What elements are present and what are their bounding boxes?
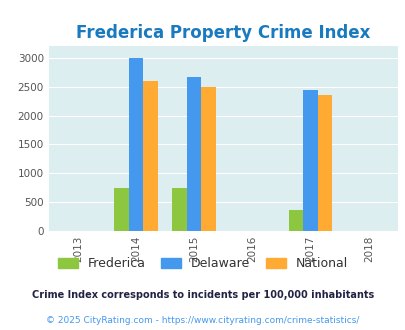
Legend: Frederica, Delaware, National: Frederica, Delaware, National [53, 252, 352, 275]
Title: Frederica Property Crime Index: Frederica Property Crime Index [76, 24, 370, 42]
Bar [317, 95, 332, 231]
Bar [186, 77, 201, 231]
Bar [128, 58, 143, 231]
Bar [172, 188, 186, 231]
Bar [143, 81, 158, 231]
Bar [201, 86, 215, 231]
Bar [288, 210, 303, 231]
Text: Crime Index corresponds to incidents per 100,000 inhabitants: Crime Index corresponds to incidents per… [32, 290, 373, 300]
Bar [114, 188, 128, 231]
Bar [303, 89, 317, 231]
Text: © 2025 CityRating.com - https://www.cityrating.com/crime-statistics/: © 2025 CityRating.com - https://www.city… [46, 316, 359, 325]
